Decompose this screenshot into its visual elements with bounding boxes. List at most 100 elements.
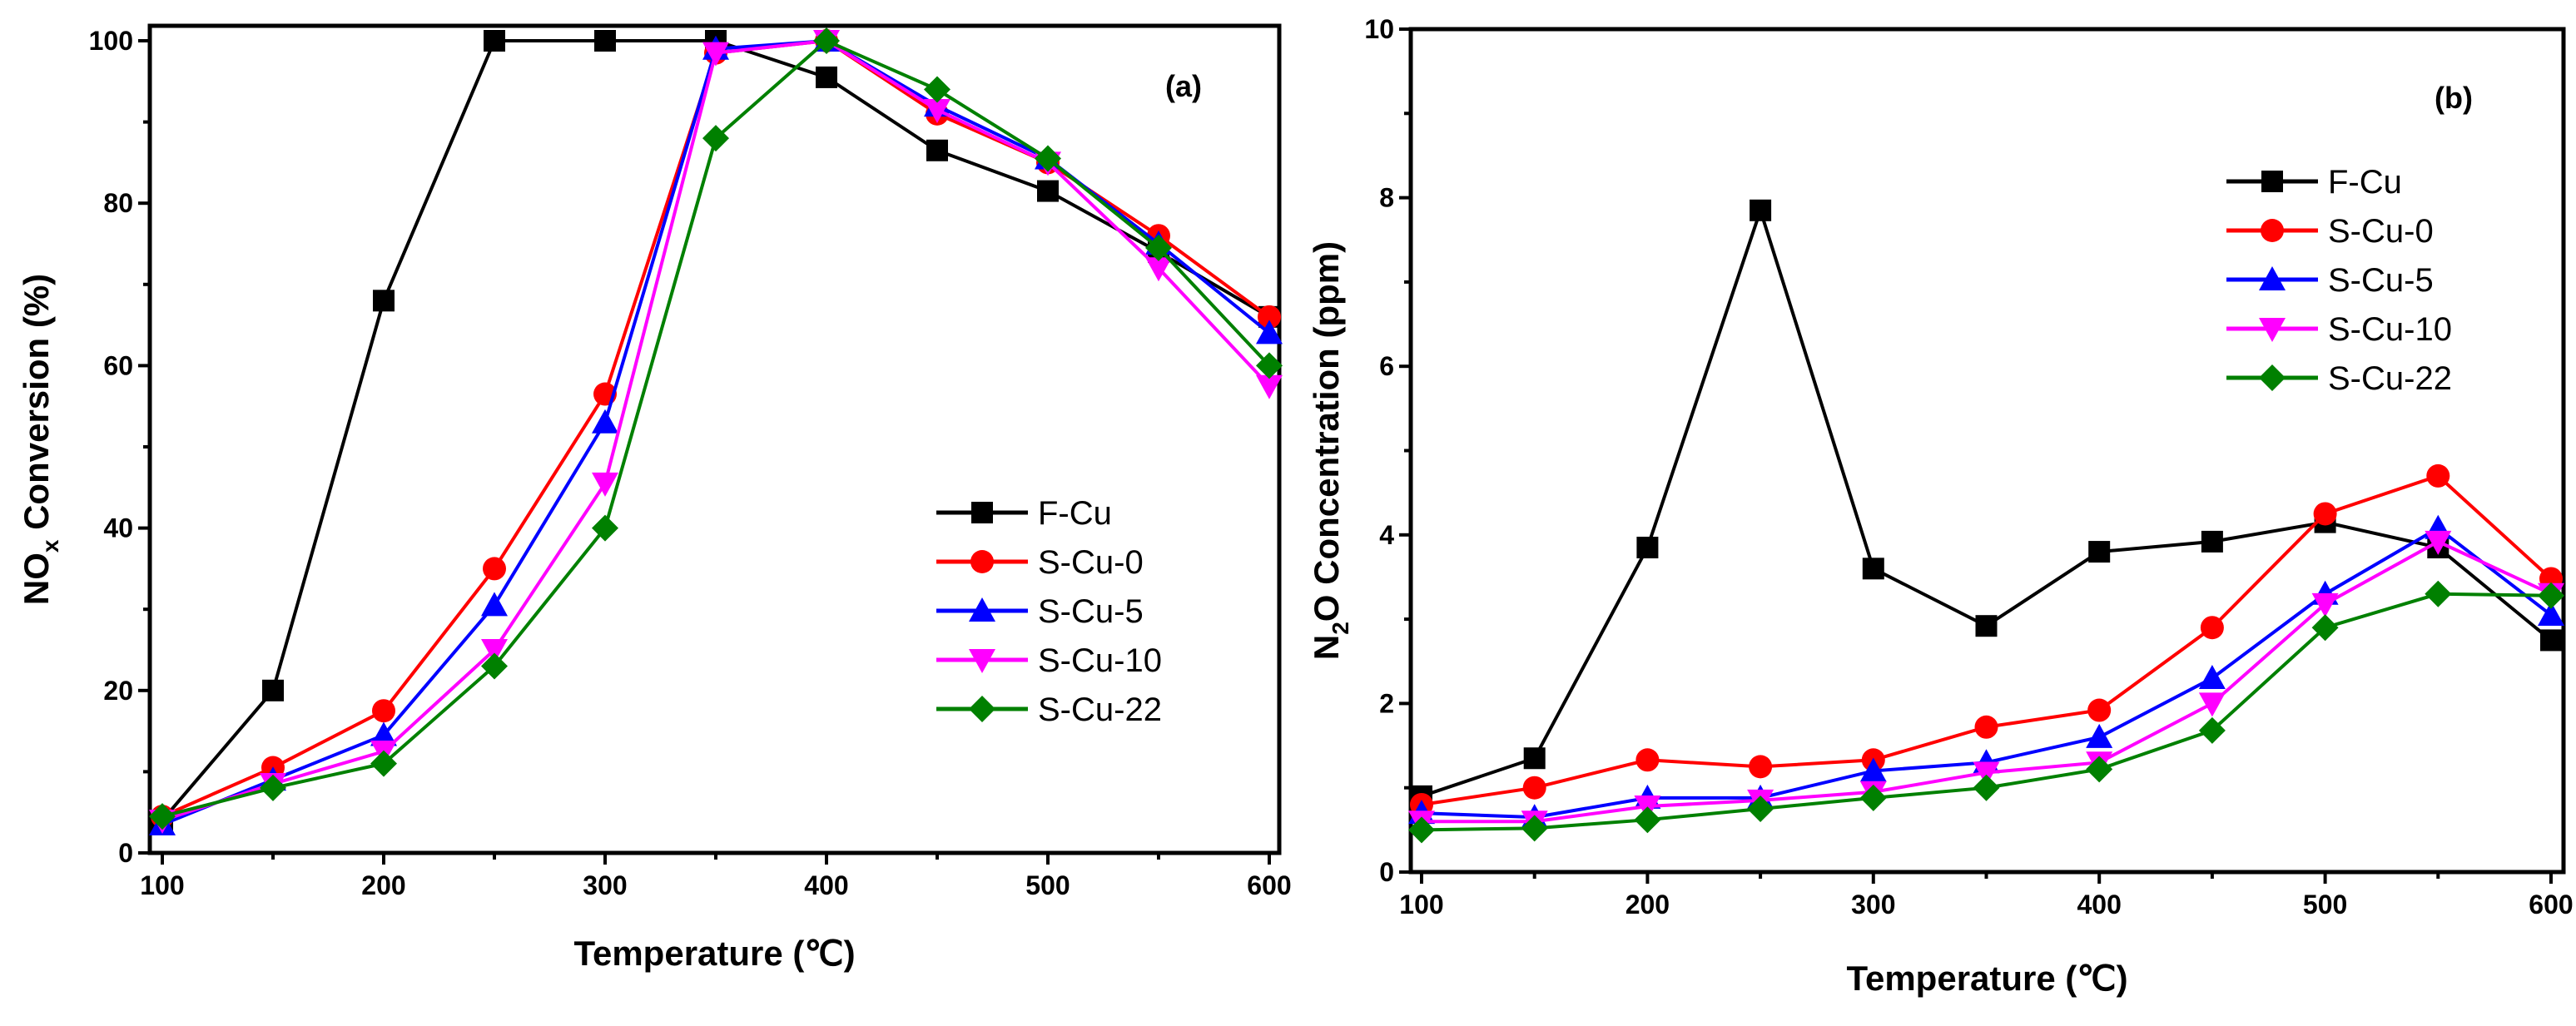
data-point <box>1145 257 1172 282</box>
legend-marker <box>971 502 993 523</box>
y-tick-label: 60 <box>103 350 133 380</box>
panel-label: (a) <box>1165 69 1202 103</box>
data-point <box>2426 463 2450 488</box>
legend-marker <box>970 550 994 573</box>
y-axis-title-rest: Conversion (%) <box>17 274 56 540</box>
data-point <box>592 472 618 497</box>
panel-label: (b) <box>2435 81 2473 115</box>
legend-marker <box>2259 364 2286 391</box>
data-point <box>2311 592 2339 617</box>
data-point <box>1859 757 1887 782</box>
data-point <box>2086 723 2113 748</box>
x-tick-label: 300 <box>583 870 627 900</box>
data-point <box>2198 665 2226 690</box>
y-axis-title-main: NO <box>17 553 56 605</box>
data-point <box>373 290 395 312</box>
y-tick-label: 4 <box>1379 520 1394 550</box>
y-axis-title: N2O Concentration (ppm) <box>1307 241 1353 660</box>
data-point <box>1634 806 1661 834</box>
data-point <box>926 139 948 161</box>
y-axis-title: NOx Conversion (%) <box>17 274 63 605</box>
y-axis-title-subscript: x <box>37 539 63 553</box>
data-point <box>1859 784 1887 811</box>
y-axis-title-rest: O Concentration (ppm) <box>1307 241 1346 622</box>
data-point <box>2086 756 2113 783</box>
y-tick-label: 10 <box>1364 14 1394 44</box>
data-point <box>2538 602 2564 627</box>
data-point <box>2313 502 2337 526</box>
legend-label: S-Cu-22 <box>1038 691 1162 728</box>
x-axis-title: Temperature (℃) <box>573 934 855 973</box>
data-point <box>2088 541 2111 563</box>
data-point <box>1256 352 1283 379</box>
legend-label: S-Cu-10 <box>1038 642 1162 679</box>
y-tick-label: 0 <box>118 838 133 868</box>
data-point <box>594 30 616 52</box>
panel-b: 100 200 300 400 500 600 0 2 4 6 8 10 Temperature (℃)… <box>1307 14 2574 998</box>
data-point <box>1635 748 1660 772</box>
data-point <box>481 639 508 663</box>
legend-label: S-Cu-0 <box>1038 544 1144 581</box>
data-point <box>370 750 397 777</box>
x-tick-label: 500 <box>1025 870 1070 900</box>
data-point <box>1256 320 1283 344</box>
data-point <box>2425 530 2452 555</box>
legend-marker <box>969 696 995 722</box>
data-point <box>924 98 950 123</box>
data-point <box>2538 582 2564 609</box>
legend-label: S-Cu-5 <box>2328 262 2434 299</box>
data-point <box>260 774 286 801</box>
series-s-cu-0: S-Cu-0 <box>1410 213 2563 816</box>
plot-frame <box>1408 27 2566 875</box>
data-point <box>2087 698 2112 722</box>
data-point <box>592 514 618 542</box>
data-point <box>1522 776 1546 800</box>
data-point <box>484 30 505 52</box>
x-tick-label: 600 <box>2529 890 2573 919</box>
data-point <box>1973 761 2000 786</box>
y-tick-label: 80 <box>103 188 133 218</box>
legend-marker <box>2259 266 2286 290</box>
x-tick-label: 400 <box>2077 890 2122 919</box>
data-point <box>2540 629 2562 652</box>
data-point <box>813 27 840 54</box>
data-point <box>372 699 395 723</box>
data-point <box>924 76 950 103</box>
data-point <box>1750 199 1772 221</box>
x-tick-label: 300 <box>1851 890 1895 919</box>
legend-marker <box>969 649 995 673</box>
legend-marker <box>969 597 995 622</box>
y-tick-label: 8 <box>1379 183 1394 213</box>
legend-marker <box>2261 219 2284 242</box>
x-tick-label: 100 <box>1399 890 1443 919</box>
data-point <box>2198 692 2226 717</box>
data-point <box>149 803 176 830</box>
y-axis-title-main: N <box>1307 635 1346 660</box>
legend-marker <box>2259 318 2286 342</box>
x-tick-label: 600 <box>1247 870 1291 900</box>
data-point <box>1636 536 1659 558</box>
data-point <box>483 557 506 581</box>
data-point <box>1747 796 1774 823</box>
x-tick-label: 400 <box>804 870 848 900</box>
data-point <box>481 592 508 617</box>
data-point <box>1862 558 1884 580</box>
data-point <box>2200 616 2224 640</box>
y-tick-label: 100 <box>89 26 133 56</box>
series-s-cu-22: S-Cu-22 <box>1408 360 2564 844</box>
series-f-cu: F-Cu <box>1411 164 2562 807</box>
data-point <box>1145 234 1172 261</box>
legend-label: S-Cu-5 <box>1038 593 1144 630</box>
data-point <box>2201 530 2223 553</box>
panel-a: 100 200 300 400 500 600 0 20 40 60 80 100 Temperatur… <box>17 23 1292 973</box>
data-point <box>1037 180 1059 202</box>
data-point <box>2198 716 2226 744</box>
x-tick-label: 200 <box>361 870 405 900</box>
data-point <box>1256 374 1283 399</box>
data-point <box>1521 815 1548 842</box>
y-tick-label: 6 <box>1379 351 1394 381</box>
x-tick-label: 100 <box>140 870 184 900</box>
data-point <box>592 409 618 434</box>
y-tick-label: 2 <box>1379 688 1394 718</box>
data-point <box>1035 145 1061 172</box>
